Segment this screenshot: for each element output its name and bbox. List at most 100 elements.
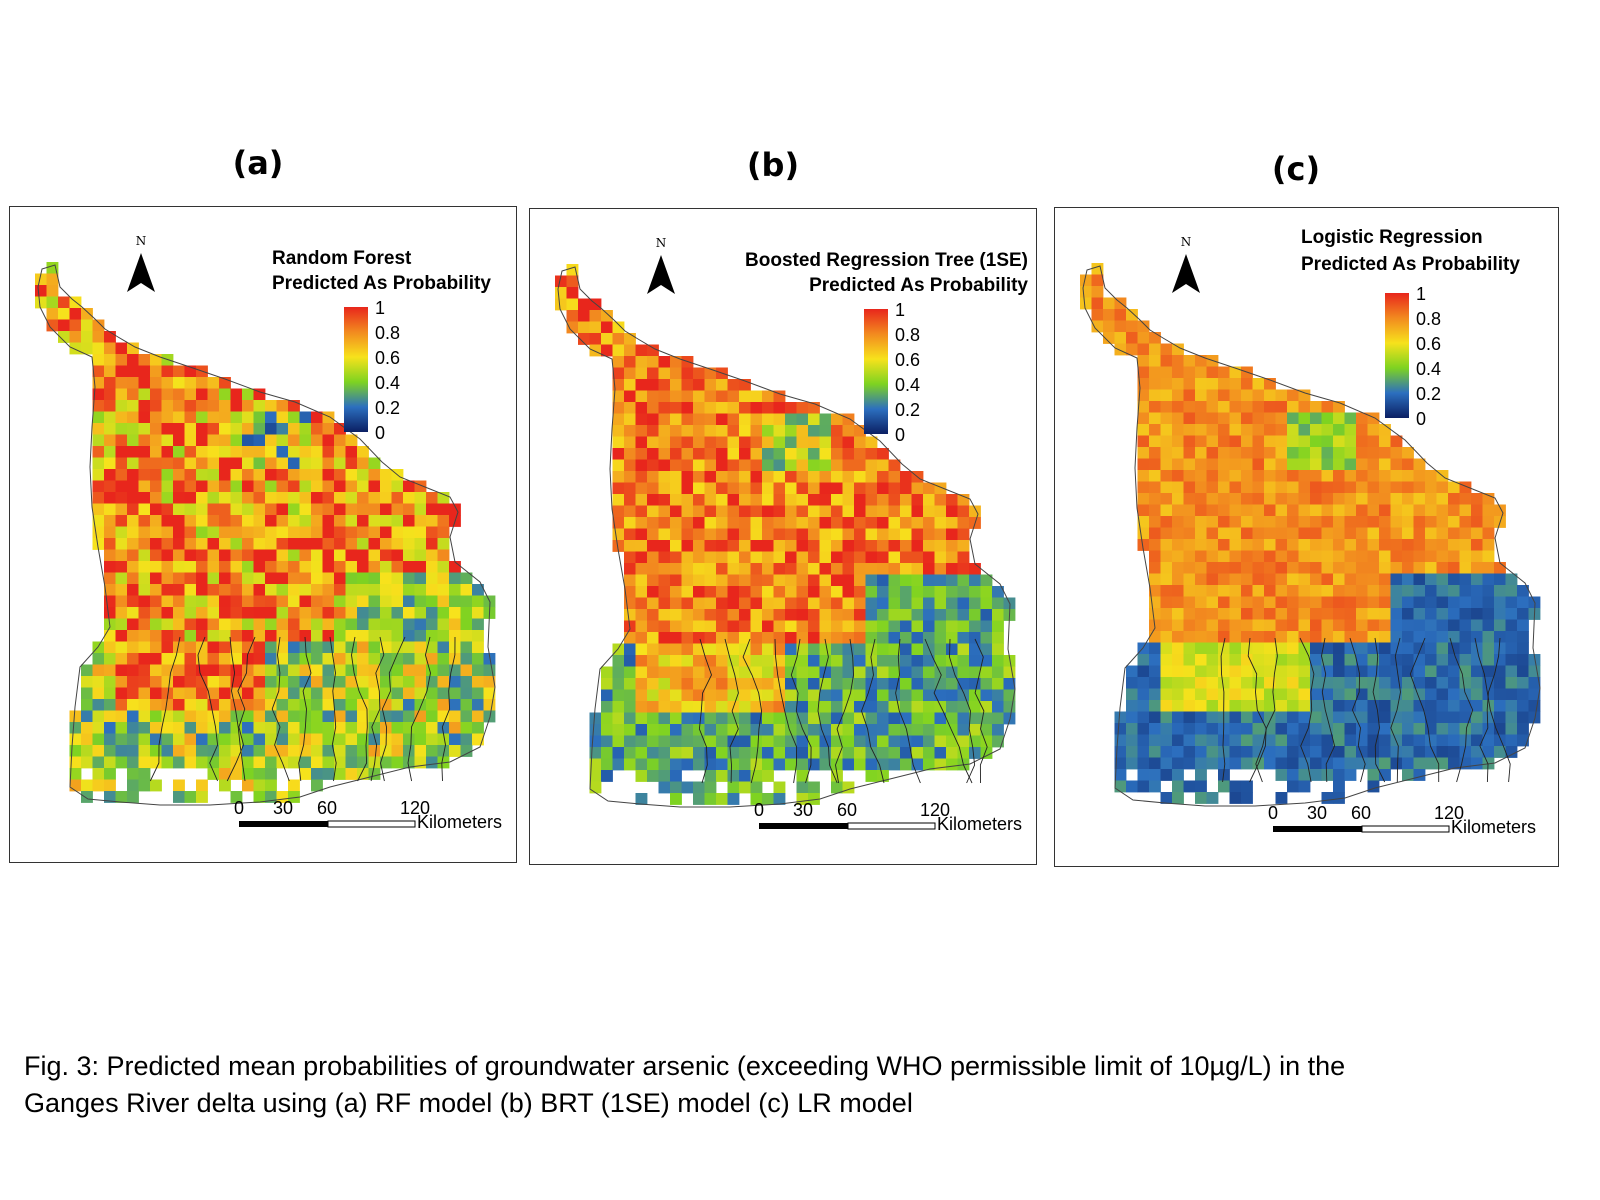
grid-cell	[219, 526, 231, 539]
grid-cell	[1160, 412, 1173, 425]
grid-cell	[1494, 504, 1506, 517]
grid-cell	[1390, 677, 1403, 689]
grid-cell	[1517, 631, 1529, 643]
grid-cell	[750, 620, 763, 633]
grid-cell	[138, 446, 151, 458]
grid-cell	[612, 425, 625, 437]
grid-cell	[207, 630, 220, 642]
grid-cell	[219, 630, 231, 642]
grid-cell	[1149, 550, 1161, 563]
grid-cell	[437, 710, 450, 723]
grid-cell	[716, 390, 728, 403]
grid-cell	[173, 756, 185, 769]
grid-cell	[877, 494, 889, 506]
grid-cell	[426, 492, 438, 504]
grid-cell	[150, 779, 162, 792]
grid-cell	[173, 710, 185, 723]
grid-cell	[1482, 504, 1495, 517]
grid-cell	[150, 469, 162, 481]
grid-cell	[704, 379, 717, 391]
grid-cell	[842, 747, 855, 759]
grid-cell	[888, 666, 901, 679]
grid-cell	[693, 448, 705, 460]
grid-cell	[808, 436, 820, 449]
grid-cell	[1390, 458, 1403, 471]
grid-cell	[923, 689, 935, 702]
grid-cell	[1183, 527, 1196, 540]
grid-cell	[253, 779, 266, 792]
grid-cell	[115, 584, 128, 596]
grid-cell	[877, 770, 889, 782]
river-line	[229, 636, 246, 782]
grid-cell	[647, 758, 659, 771]
grid-cell	[911, 735, 924, 748]
grid-cell	[716, 448, 728, 460]
grid-cell	[1459, 481, 1472, 494]
grid-cell	[739, 609, 751, 621]
grid-cell	[357, 745, 369, 757]
grid-cell	[647, 770, 659, 782]
grid-cell	[796, 689, 809, 702]
river-line	[895, 638, 921, 784]
grid-cell	[750, 655, 763, 667]
grid-cell	[196, 595, 208, 608]
grid-cell	[1459, 677, 1472, 689]
grid-cell	[414, 722, 427, 734]
grid-cell	[1287, 654, 1299, 666]
grid-cell	[1310, 619, 1322, 632]
grid-cell	[1494, 619, 1506, 632]
grid-cell	[380, 607, 392, 619]
grid-cell	[219, 595, 231, 608]
grid-cell	[681, 471, 694, 483]
grid-cell	[727, 724, 740, 736]
grid-cell	[104, 503, 116, 516]
grid-cell	[1149, 631, 1161, 643]
grid-cell	[819, 436, 832, 449]
grid-cell	[92, 768, 105, 780]
grid-cell	[207, 607, 220, 619]
grid-cell	[1195, 389, 1207, 402]
grid-cell	[138, 630, 151, 642]
grid-cell	[716, 471, 728, 483]
grid-cell	[934, 609, 947, 621]
grid-cell	[242, 722, 254, 734]
grid-cell	[900, 609, 912, 621]
grid-cell	[403, 687, 415, 700]
grid-cell	[276, 480, 289, 493]
grid-cell	[322, 457, 335, 470]
grid-cell	[1229, 711, 1242, 724]
grid-cell	[115, 526, 128, 539]
grid-cell	[242, 595, 254, 608]
grid-cell	[612, 540, 625, 552]
grid-cell	[345, 722, 358, 734]
grid-cell	[1390, 539, 1403, 551]
grid-cell	[219, 687, 231, 700]
grid-cell	[196, 607, 208, 619]
grid-cell	[1459, 493, 1472, 505]
grid-cell	[624, 379, 636, 391]
grid-cell	[762, 712, 774, 725]
grid-cell	[414, 756, 427, 769]
grid-cell	[334, 526, 346, 539]
grid-cell	[1206, 585, 1219, 597]
grid-cell	[819, 701, 832, 713]
legend-colorbar	[344, 307, 368, 432]
grid-cell	[115, 676, 128, 688]
grid-cell	[647, 551, 659, 564]
grid-cell	[1333, 700, 1345, 712]
grid-cell	[957, 620, 970, 633]
grid-cell	[1206, 435, 1219, 448]
grid-cell	[437, 699, 450, 711]
grid-cell	[831, 735, 843, 748]
grid-cell	[1172, 619, 1184, 632]
grid-cell	[865, 436, 878, 449]
grid-cell	[1448, 596, 1460, 609]
grid-cell	[819, 643, 832, 656]
grid-cell	[647, 735, 659, 748]
grid-cell	[288, 526, 300, 539]
grid-cell	[704, 735, 717, 748]
grid-cell	[1482, 700, 1495, 712]
legend: Boosted Regression Tree (1SE)Predicted A…	[745, 250, 1028, 445]
grid-cell	[1413, 596, 1426, 609]
legend-tick: 0.2	[375, 398, 400, 418]
